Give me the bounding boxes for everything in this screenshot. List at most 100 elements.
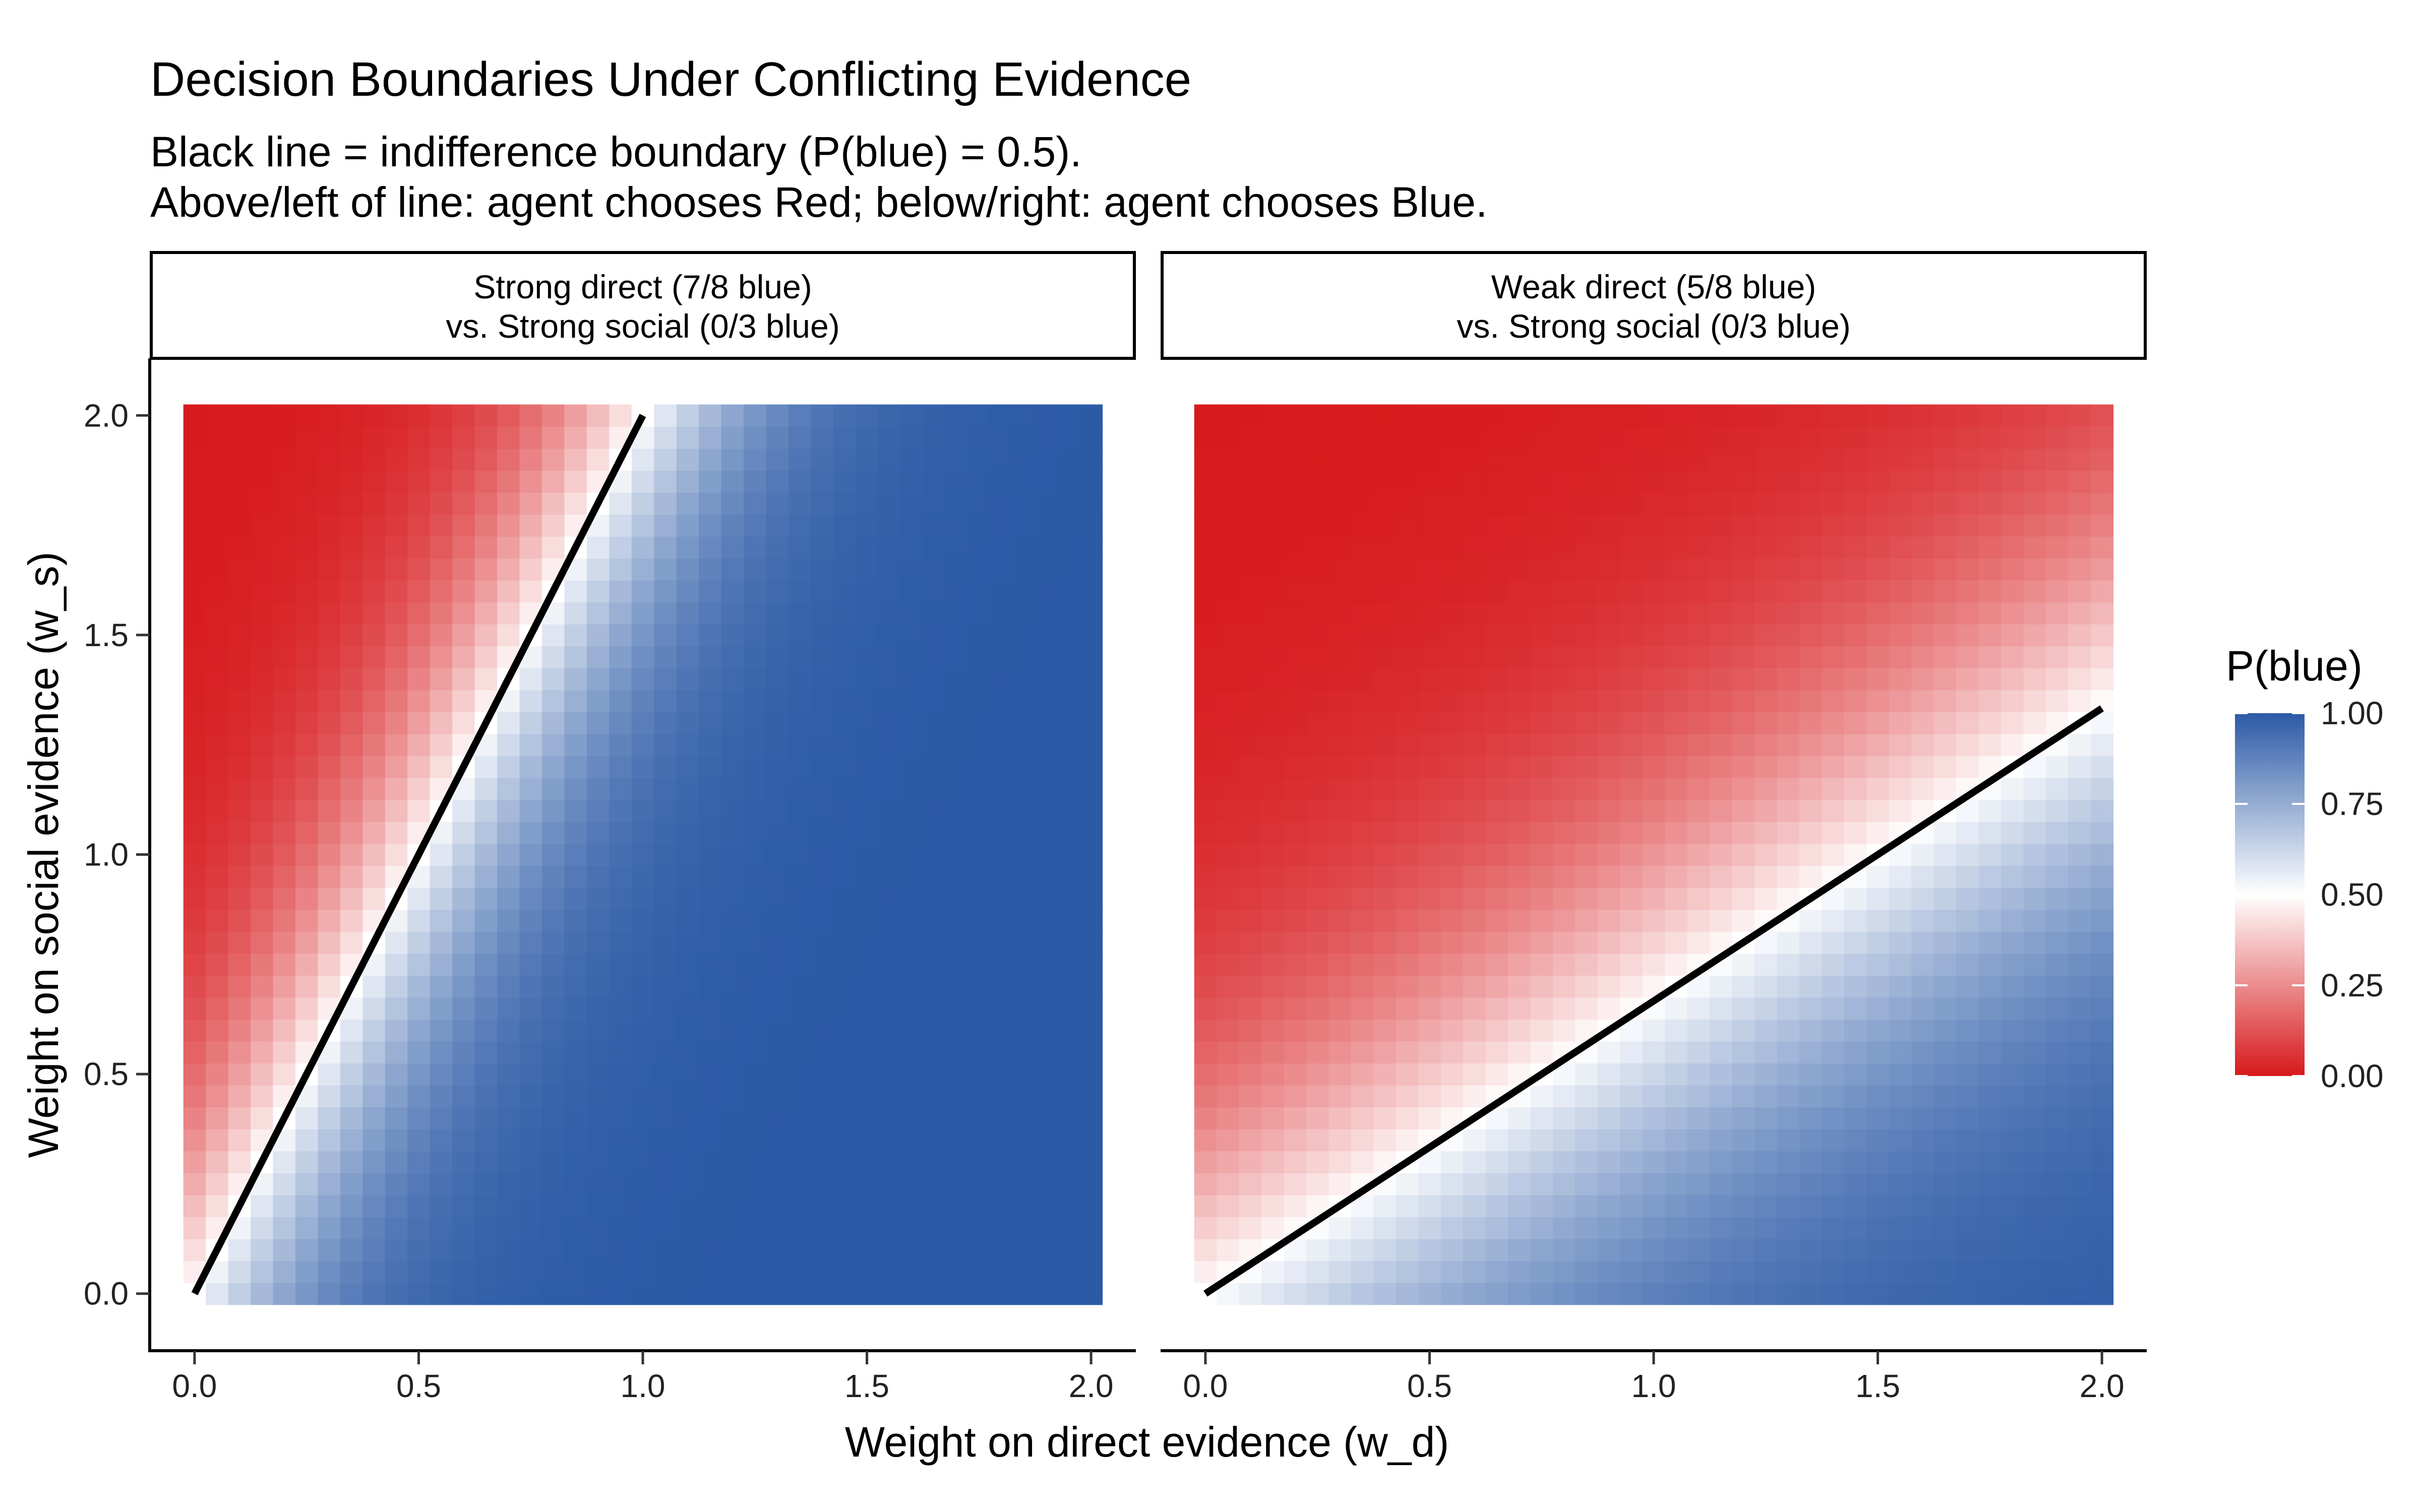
panel-2-strip: Weak direct (5/8 blue) vs. Strong social… — [1161, 251, 2147, 360]
heatmap-cell — [766, 931, 789, 954]
heatmap-cell — [631, 1041, 655, 1064]
heatmap-cell — [1754, 536, 1778, 559]
heatmap-cell — [811, 909, 834, 932]
heatmap-cell — [206, 558, 229, 581]
heatmap-cell — [206, 426, 229, 449]
heatmap-cell — [318, 426, 341, 449]
heatmap-cell — [945, 514, 969, 537]
heatmap-cell — [318, 580, 341, 603]
heatmap-cell — [407, 778, 431, 800]
heatmap-cell — [541, 668, 565, 690]
heatmap-cell — [878, 822, 901, 844]
heatmap-cell — [833, 1217, 857, 1239]
heatmap-cell — [1642, 689, 1666, 713]
heatmap-cell — [788, 755, 812, 778]
heatmap-cell — [474, 1063, 498, 1086]
heatmap-cell — [273, 931, 296, 954]
heatmap-cell — [2045, 558, 2069, 581]
heatmap-cell — [474, 931, 498, 954]
heatmap-cell — [362, 997, 386, 1020]
heatmap-cell — [519, 1041, 542, 1064]
heatmap-cell — [1911, 558, 1934, 581]
legend-tick-label: 0.75 — [2321, 786, 2384, 822]
heatmap-cell — [744, 997, 767, 1020]
heatmap-cell — [2090, 1063, 2114, 1086]
heatmap-cell — [1710, 755, 1733, 778]
heatmap-cell — [1351, 865, 1374, 888]
heatmap-cell — [1933, 1261, 1957, 1283]
heatmap-cell — [631, 733, 655, 757]
heatmap-cell — [1889, 953, 1912, 976]
heatmap-cell — [945, 404, 969, 427]
heatmap-cell — [519, 909, 542, 932]
heatmap-cell — [1687, 887, 1710, 910]
heatmap-cell — [2045, 1238, 2069, 1262]
heatmap-cell — [1530, 843, 1553, 866]
heatmap-cell — [1844, 580, 1867, 603]
heatmap-cell — [967, 953, 991, 976]
heatmap-cell — [788, 448, 812, 471]
heatmap-cell — [1035, 953, 1058, 976]
heatmap-cell — [1822, 492, 1845, 515]
heatmap-cell — [206, 1129, 229, 1152]
heatmap-cell — [1911, 712, 1934, 734]
heatmap-cell — [1642, 778, 1666, 800]
heatmap-cell — [766, 1041, 789, 1064]
heatmap-cell — [699, 1041, 722, 1064]
heatmap-cell — [788, 646, 812, 669]
heatmap-cell — [1418, 975, 1441, 998]
heatmap-cell — [1418, 799, 1441, 822]
heatmap-cell — [519, 843, 542, 866]
heatmap-cell — [1530, 1261, 1553, 1283]
heatmap-cell — [699, 975, 722, 998]
heatmap-cell — [1866, 1107, 1890, 1129]
heatmap-cell — [1463, 755, 1486, 778]
heatmap-cell — [362, 1173, 386, 1195]
heatmap-cell — [1866, 580, 1890, 603]
heatmap-cell — [811, 514, 834, 537]
heatmap-cell — [385, 1238, 408, 1262]
heatmap-cell — [519, 865, 542, 888]
heatmap-cell — [1665, 1151, 1688, 1173]
heatmap-cell — [1687, 689, 1710, 713]
heatmap-cell — [295, 1151, 319, 1173]
heatmap-cell — [967, 755, 991, 778]
heatmap-cell — [541, 733, 565, 757]
heatmap-cell — [1822, 1282, 1845, 1305]
heatmap-cell — [1284, 404, 1307, 427]
heatmap-cell — [811, 1217, 834, 1239]
heatmap-cell — [967, 865, 991, 888]
heatmap-cell — [586, 843, 610, 866]
heatmap-cell — [856, 887, 879, 910]
heatmap-cell — [1642, 865, 1666, 888]
heatmap-cell — [1035, 514, 1058, 537]
heatmap-cell — [676, 865, 699, 888]
heatmap-cell — [1732, 1019, 1755, 1042]
heatmap-cell — [878, 1282, 901, 1305]
heatmap-cell — [1306, 1173, 1329, 1195]
heatmap-cell — [273, 426, 296, 449]
heatmap-cell — [1710, 1194, 1733, 1218]
heatmap-cell — [1418, 755, 1441, 778]
heatmap-cell — [833, 1194, 857, 1218]
heatmap-cell — [2001, 1194, 2024, 1218]
heatmap-cell — [407, 975, 431, 998]
heatmap-cell — [766, 536, 789, 559]
heatmap-cell — [1351, 689, 1374, 713]
heatmap-cell — [721, 646, 744, 669]
heatmap-cell — [340, 843, 364, 866]
heatmap-cell — [273, 712, 296, 734]
heatmap-cell — [744, 953, 767, 976]
heatmap-cell — [385, 1107, 408, 1129]
heatmap-cell — [900, 1151, 924, 1173]
heatmap-cell — [407, 492, 431, 515]
heatmap-cell — [990, 1041, 1013, 1064]
heatmap-cell — [945, 1261, 969, 1283]
heatmap-cell — [1597, 1107, 1621, 1129]
heatmap-cell — [1911, 865, 1934, 888]
heatmap-cell — [228, 1085, 251, 1108]
heatmap-cell — [1620, 624, 1643, 647]
heatmap-cell — [2045, 822, 2069, 844]
heatmap-cell — [1373, 1019, 1397, 1042]
heatmap-cell — [1306, 931, 1329, 954]
